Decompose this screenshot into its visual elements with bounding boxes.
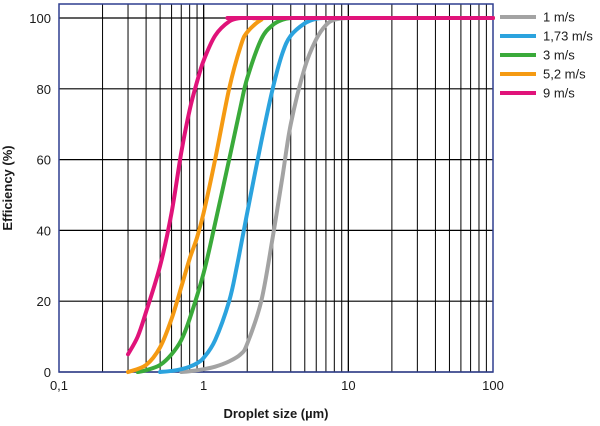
y-tick-label: 0 xyxy=(44,365,51,380)
legend: 1 m/s 1,73 m/s 3 m/s 5,2 m/s 9 m/s xyxy=(500,10,593,101)
series-line xyxy=(126,15,495,357)
x-tick-label: 1 xyxy=(200,378,207,393)
y-tick-label: 20 xyxy=(37,294,51,309)
y-tick-labels: 0 20 40 60 80 100 xyxy=(29,11,51,380)
y-tick-label: 40 xyxy=(37,223,51,238)
x-axis-title: Droplet size (µm) xyxy=(223,406,328,421)
legend-label: 1 m/s xyxy=(543,10,575,25)
y-tick-label: 80 xyxy=(37,82,51,97)
series-layer xyxy=(126,15,495,374)
y-axis-title: Efficiency (%) xyxy=(0,145,15,230)
y-tick-label: 60 xyxy=(37,153,51,168)
grid xyxy=(59,4,493,373)
x-tick-label: 100 xyxy=(482,378,504,393)
plot-frame xyxy=(58,3,494,373)
x-tick-labels: 0,1 1 10 100 xyxy=(50,378,504,393)
x-tick-label: 10 xyxy=(341,378,355,393)
legend-label: 1,73 m/s xyxy=(543,29,593,44)
legend-label: 3 m/s xyxy=(543,48,575,63)
x-tick-label: 0,1 xyxy=(50,378,68,393)
legend-label: 5,2 m/s xyxy=(543,67,586,82)
legend-label: 9 m/s xyxy=(543,86,575,101)
y-tick-label: 100 xyxy=(29,11,51,26)
